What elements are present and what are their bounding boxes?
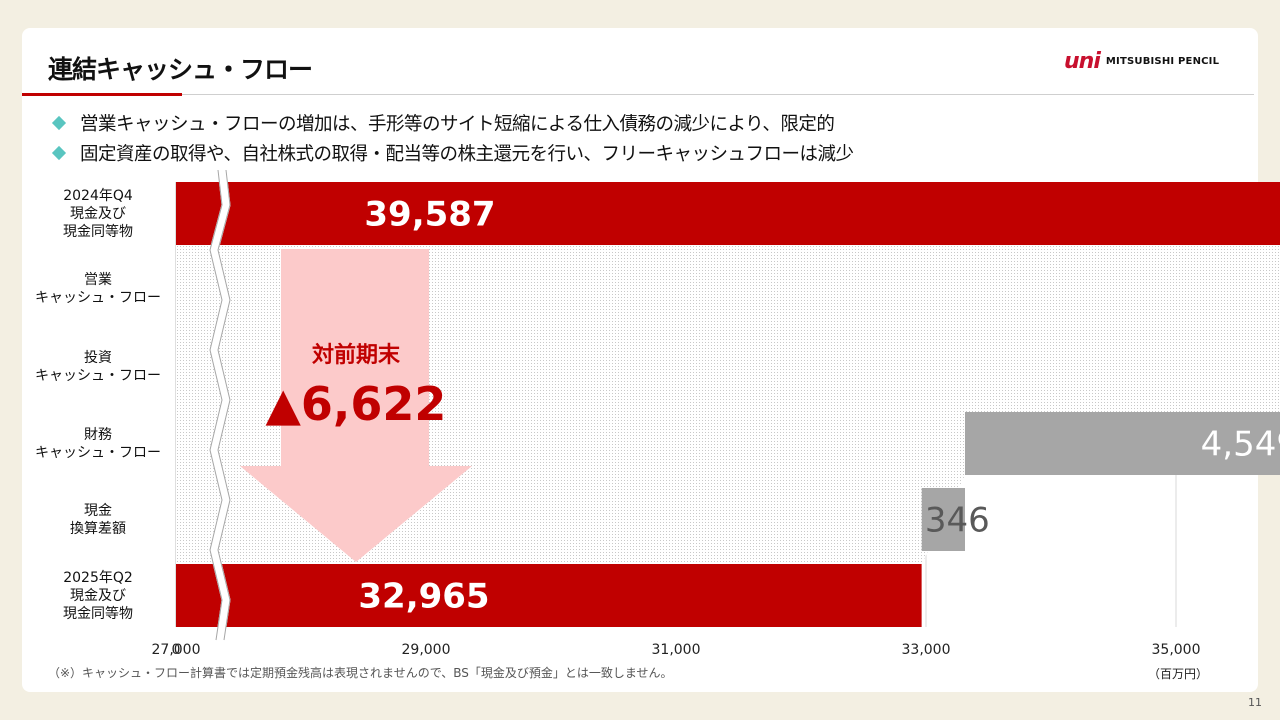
bullet-text: 固定資産の取得や、自社株式の取得・配当等の株主還元を行い、フリーキャッシュフロー… [80,144,854,165]
tick-label: 33,000 [902,642,951,658]
page-number: 11 [1248,696,1262,709]
tick-label: 31,000 [652,642,701,658]
row-label-line: キャッシュ・フロー [35,445,161,461]
row-label: 2025年Q2 現金及び現金同等物 [28,569,168,623]
bullet-item: 固定資産の取得や、自社株式の取得・配当等の株主還元を行い、フリーキャッシュフロー… [50,138,854,168]
decrease-arrow-icon [240,249,472,562]
row-label-line: 現金及び [70,588,126,604]
row-label-line: 現金及び [70,206,126,222]
row-label: 投資キャッシュ・フロー [28,349,168,385]
footnote: （※）キャッシュ・フロー計算書では定期預金残高は表現されませんので、BS「現金及… [48,666,673,680]
annotation-title: 対前期末 [312,342,401,368]
data-label: 32,965 [358,577,489,617]
bar-decrease [965,412,1280,475]
bullet-text: 営業キャッシュ・フローの増加は、手形等のサイト短縮による仕入債務の減少により、限… [80,114,835,135]
row-label-line: 投資 [84,350,112,366]
bullet-list: 営業キャッシュ・フローの増加は、手形等のサイト短縮による仕入債務の減少により、限… [50,108,854,168]
annotation-value: ▲6,622 [266,377,447,431]
data-label: 39,587 [364,195,495,235]
connector-dotted-area [176,245,1280,564]
bar-total [176,182,1280,245]
company-logo: uni MITSUBISHI PENCIL [1064,48,1220,74]
tick-label: 27,000 [152,642,201,658]
row-label: 営業キャッシュ・フロー [28,271,168,307]
row-label-line: 現金 [84,503,112,519]
unit-label: （百万円） [1148,667,1209,681]
bar-decrease [921,488,965,551]
row-label-line: 財務 [84,427,112,443]
bar-total [176,564,922,627]
row-label-line: 現金同等物 [63,606,133,622]
row-label-line: 現金同等物 [63,224,133,240]
row-label: 2024年Q4 現金及び現金同等物 [28,187,168,241]
tick-label: 29,000 [402,642,451,658]
axis-break-edge [217,169,231,641]
row-label-line: 2024年Q4 [63,188,133,204]
row-label-line: 営業 [84,272,112,288]
axis-break [209,169,231,641]
page-title: 連結キャッシュ・フロー [48,55,313,84]
uni-logo-mark: uni [1064,48,1101,74]
tick-label: 0 [172,642,181,658]
title-accent-line [22,93,182,96]
row-label: 財務キャッシュ・フロー [28,426,168,462]
logo-text: MITSUBISHI PENCIL [1105,55,1220,67]
row-label-line: キャッシュ・フロー [35,290,161,306]
row-label-line: 換算差額 [70,521,126,537]
row-label: 現金 換算差額 [28,502,168,538]
data-label: 4,549 [1201,425,1280,465]
tick-label: 35,000 [1152,642,1201,658]
data-label: 346 [925,501,990,541]
row-label-line: 2025年Q2 [63,570,133,586]
axis-break-edge [209,169,223,641]
row-label-line: キャッシュ・フロー [35,368,161,384]
title-divider [182,94,1254,95]
bullet-item: 営業キャッシュ・フローの増加は、手形等のサイト短縮による仕入債務の減少により、限… [50,108,853,138]
